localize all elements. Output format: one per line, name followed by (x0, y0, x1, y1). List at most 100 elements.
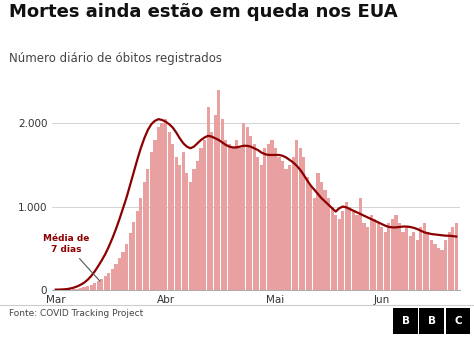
Bar (437, 248, 440, 290)
Bar (310, 186, 312, 290)
Bar (238, 148, 242, 290)
Bar (174, 157, 178, 290)
Bar (79, 288, 82, 290)
Bar (256, 157, 259, 290)
Bar (302, 157, 305, 290)
Bar (182, 152, 185, 290)
Bar (373, 219, 376, 290)
Bar (150, 152, 153, 290)
Bar (100, 279, 103, 290)
Bar (125, 244, 128, 290)
Bar (320, 182, 323, 290)
Bar (330, 207, 334, 290)
Bar (292, 157, 295, 290)
Bar (409, 236, 412, 290)
Bar (210, 132, 213, 290)
Bar (86, 286, 89, 290)
Bar (146, 169, 149, 290)
Bar (136, 211, 139, 290)
Bar (366, 227, 369, 290)
Bar (246, 127, 249, 290)
Bar (97, 281, 100, 290)
Bar (398, 223, 401, 290)
Bar (235, 140, 238, 290)
Bar (132, 221, 135, 290)
Bar (288, 165, 291, 290)
Bar (157, 127, 160, 290)
Bar (451, 227, 454, 290)
Bar (200, 148, 202, 290)
Bar (433, 244, 437, 290)
Text: Média de
7 dias: Média de 7 dias (43, 234, 100, 281)
Text: Fonte: COVID Tracking Project: Fonte: COVID Tracking Project (9, 309, 144, 318)
Bar (242, 123, 245, 290)
Bar (391, 219, 394, 290)
Text: B: B (428, 316, 436, 326)
Bar (455, 223, 458, 290)
Bar (139, 198, 142, 290)
Bar (401, 232, 405, 290)
Bar (185, 173, 189, 290)
Bar (274, 148, 277, 290)
Bar (306, 177, 309, 290)
Bar (337, 219, 341, 290)
Bar (370, 215, 373, 290)
Bar (221, 119, 224, 290)
Bar (228, 144, 231, 290)
Bar (356, 215, 358, 290)
Bar (440, 250, 444, 290)
Bar (143, 182, 146, 290)
Bar (423, 223, 426, 290)
Bar (317, 173, 319, 290)
Bar (327, 198, 330, 290)
Bar (207, 106, 210, 290)
Bar (249, 136, 252, 290)
Bar (426, 232, 429, 290)
Bar (430, 240, 433, 290)
Bar (341, 211, 345, 290)
Bar (154, 140, 156, 290)
Bar (217, 90, 220, 290)
Text: C: C (454, 316, 462, 326)
Bar (224, 140, 228, 290)
Bar (260, 165, 263, 290)
Bar (171, 144, 174, 290)
Bar (363, 223, 365, 290)
Bar (416, 240, 419, 290)
Bar (345, 203, 348, 290)
Bar (299, 148, 302, 290)
Bar (231, 148, 235, 290)
Bar (284, 169, 288, 290)
Bar (281, 161, 284, 290)
Text: Número diário de óbitos registrados: Número diário de óbitos registrados (9, 52, 222, 65)
Bar (114, 264, 118, 290)
Bar (93, 283, 96, 290)
Bar (90, 285, 93, 290)
Text: Mortes ainda estão em queda nos EUA: Mortes ainda estão em queda nos EUA (9, 3, 398, 21)
Bar (419, 227, 422, 290)
Bar (253, 144, 256, 290)
Bar (167, 132, 171, 290)
Bar (160, 123, 164, 290)
Text: B: B (402, 316, 410, 326)
Bar (111, 269, 114, 290)
Bar (377, 223, 380, 290)
Bar (104, 276, 107, 290)
Bar (118, 258, 121, 290)
Bar (295, 140, 298, 290)
Bar (75, 288, 79, 290)
Bar (405, 227, 408, 290)
Bar (277, 157, 281, 290)
Bar (214, 115, 217, 290)
Bar (447, 232, 451, 290)
Bar (189, 182, 192, 290)
Bar (164, 119, 167, 290)
Bar (359, 198, 362, 290)
Bar (68, 289, 72, 290)
Bar (178, 165, 182, 290)
Bar (203, 140, 206, 290)
Bar (348, 207, 352, 290)
Bar (380, 227, 383, 290)
Bar (121, 252, 125, 290)
Bar (387, 223, 391, 290)
